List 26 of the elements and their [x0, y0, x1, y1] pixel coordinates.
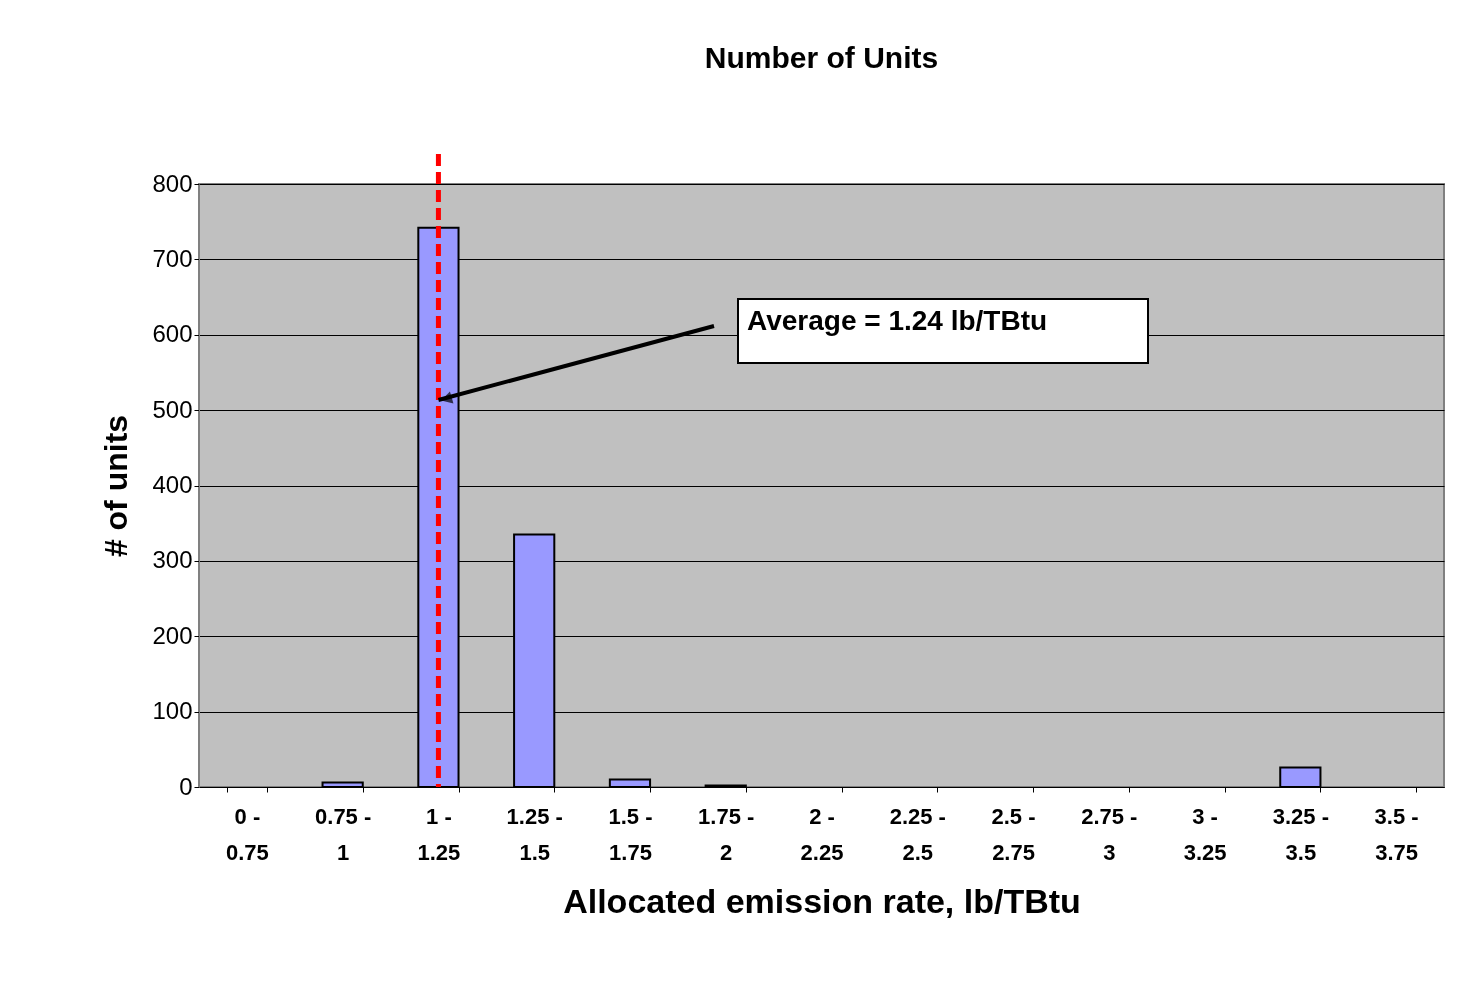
y-tick-label: 100 — [152, 697, 193, 725]
x-tick-label: 1 - 1.25 — [417, 803, 461, 865]
x-tick-label: 0 - 0.75 — [225, 803, 269, 865]
y-tick-label: 400 — [152, 471, 193, 498]
x-tick-label: 1.25 - 1.5 — [506, 803, 563, 865]
y-tick-label: 0 — [179, 772, 193, 800]
y-tick-label: 500 — [152, 395, 193, 423]
x-tick-label: 1.5 - 1.75 — [608, 803, 653, 865]
x-tick-label: 0.75 - 1 — [315, 803, 372, 865]
x-tick-label: 2.25 - 2.5 — [889, 803, 946, 865]
callout-box: Average = 1.24 lb/TBtu — [737, 298, 1149, 364]
x-axis-title: Allocated emission rate, lb/TBtu — [563, 881, 1081, 920]
y-axis-title: # of units — [98, 414, 135, 558]
x-tick-label: 3.25 - 3.5 — [1272, 803, 1329, 865]
y-tick-label: 800 — [152, 169, 193, 197]
x-tick-label: 3 - 3.25 — [1183, 803, 1227, 865]
x-tick-label: 1.75 - 2 — [698, 803, 755, 865]
y-tick-label: 300 — [152, 546, 193, 574]
y-tick-label: 200 — [152, 621, 193, 649]
x-tick-label: 2.75 - 3 — [1081, 803, 1138, 865]
chart-title: Number of Units — [704, 40, 939, 74]
x-tick-label: 2.5 - 2.75 — [991, 803, 1036, 865]
y-tick-label: 700 — [152, 244, 193, 272]
x-tick-label: 2 - 2.25 — [800, 803, 844, 865]
y-tick-label: 600 — [152, 320, 193, 348]
x-tick-label: 3.5 - 3.75 — [1374, 803, 1419, 865]
